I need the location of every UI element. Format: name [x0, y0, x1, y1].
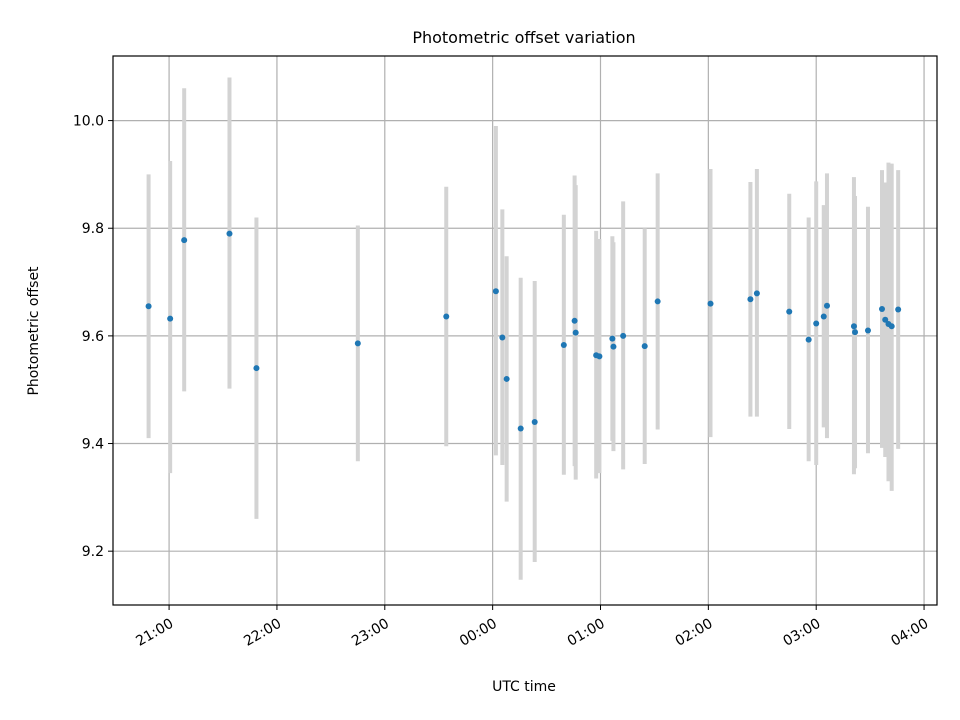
x-tick-label: 02:00 [673, 616, 716, 650]
data-point [572, 329, 579, 336]
data-point [167, 315, 174, 322]
data-point [531, 419, 538, 425]
data-point [654, 298, 661, 305]
chart-title: Photometric offset variation [412, 28, 635, 47]
data-point [753, 290, 760, 297]
error-bars [146, 77, 901, 580]
data-point [864, 327, 871, 334]
data-point [620, 332, 627, 339]
data-point [499, 334, 506, 341]
data-point [786, 308, 793, 315]
x-tick-label: 00:00 [457, 616, 500, 650]
data-point [878, 305, 885, 312]
data-point [852, 329, 859, 336]
x-tick-label: 03:00 [781, 616, 824, 650]
data-point [707, 300, 714, 307]
grid [113, 56, 937, 605]
data-point [609, 335, 616, 342]
data-point [850, 323, 857, 330]
data-point [492, 288, 499, 295]
data-point [253, 365, 260, 372]
y-tick-label: 10.0 [73, 114, 104, 130]
data-point [805, 336, 812, 343]
x-tick-label: 04:00 [888, 616, 931, 650]
y-tick-label: 9.2 [82, 544, 104, 560]
data-point [226, 230, 233, 237]
y-tick-label: 9.4 [82, 437, 104, 453]
data-point [354, 340, 361, 347]
data-point [145, 303, 152, 310]
data-point [181, 237, 188, 244]
x-tick-label: 01:00 [565, 616, 608, 650]
data-point [641, 343, 648, 350]
data-point [820, 313, 827, 320]
data-point [443, 313, 450, 320]
data-points [145, 230, 902, 432]
data-point [888, 323, 895, 330]
y-axis-label: Photometric offset [26, 266, 42, 396]
data-point [895, 306, 902, 313]
x-tick-label: 23:00 [349, 616, 392, 650]
x-tick-label: 22:00 [241, 616, 284, 650]
data-point [596, 353, 603, 360]
data-point [517, 425, 524, 432]
data-point [560, 342, 567, 349]
y-axis-ticks: 9.2 9.4 9.6 9.8 10.0 [73, 114, 113, 560]
data-point [610, 343, 617, 350]
y-tick-label: 9.6 [82, 329, 104, 345]
plot-frame [112, 55, 938, 606]
data-point [747, 296, 754, 303]
y-tick-label: 9.8 [82, 221, 104, 237]
data-point [813, 320, 820, 327]
data-point [882, 316, 889, 323]
data-point [571, 317, 578, 324]
data-point [823, 302, 830, 309]
x-axis-label: UTC time [492, 679, 556, 695]
x-tick-label: 21:00 [133, 616, 176, 650]
x-axis-ticks: 21:00 22:00 23:00 00:00 01:00 02:00 03:00 04:00 [133, 605, 931, 650]
data-point [503, 375, 510, 382]
